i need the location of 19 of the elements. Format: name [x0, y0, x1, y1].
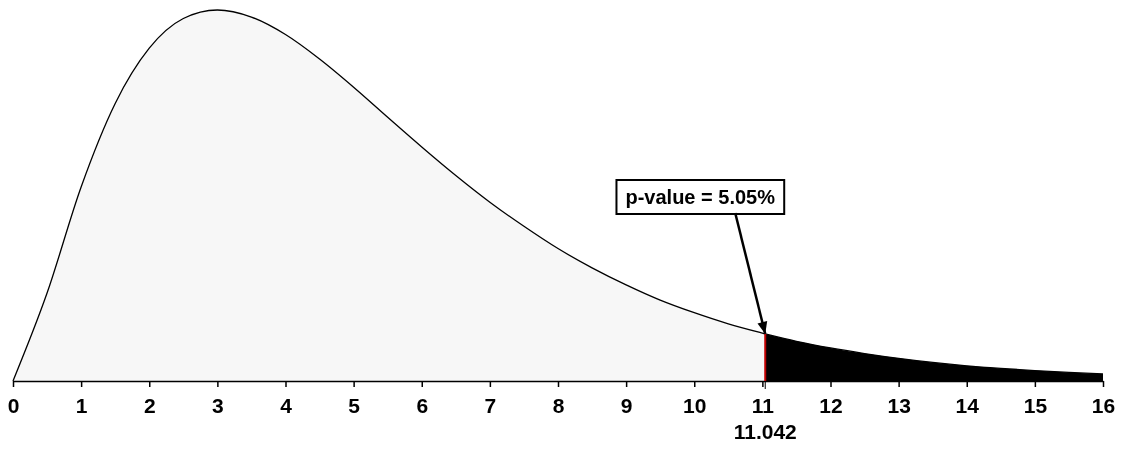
x-tick-label: 15 — [1023, 394, 1048, 418]
x-tick-label: 7 — [484, 394, 497, 418]
x-tick-label: 3 — [212, 394, 224, 418]
x-tick-label: 11 — [751, 394, 775, 418]
annotation: p-value = 5.05% — [625, 186, 776, 208]
x-tick-label: 13 — [887, 394, 911, 418]
x-tick-label: 2 — [143, 394, 156, 418]
x-tick-label: 4 — [280, 394, 293, 418]
x-tick-label: 8 — [552, 394, 565, 418]
x-tick-label: 6 — [416, 394, 429, 418]
x-tick-label: 14 — [955, 394, 980, 418]
ref-line-label: 11.042 — [733, 420, 797, 443]
x-tick-label: 0 — [7, 394, 20, 418]
x-tick-label: 1 — [75, 394, 88, 418]
x-tick-label: 9 — [620, 394, 633, 418]
x-tick-label: 12 — [819, 394, 843, 418]
x-tick-label: 10 — [683, 394, 707, 418]
x-tick-label: 5 — [348, 394, 361, 418]
x-tick-label: 16 — [1091, 394, 1116, 418]
